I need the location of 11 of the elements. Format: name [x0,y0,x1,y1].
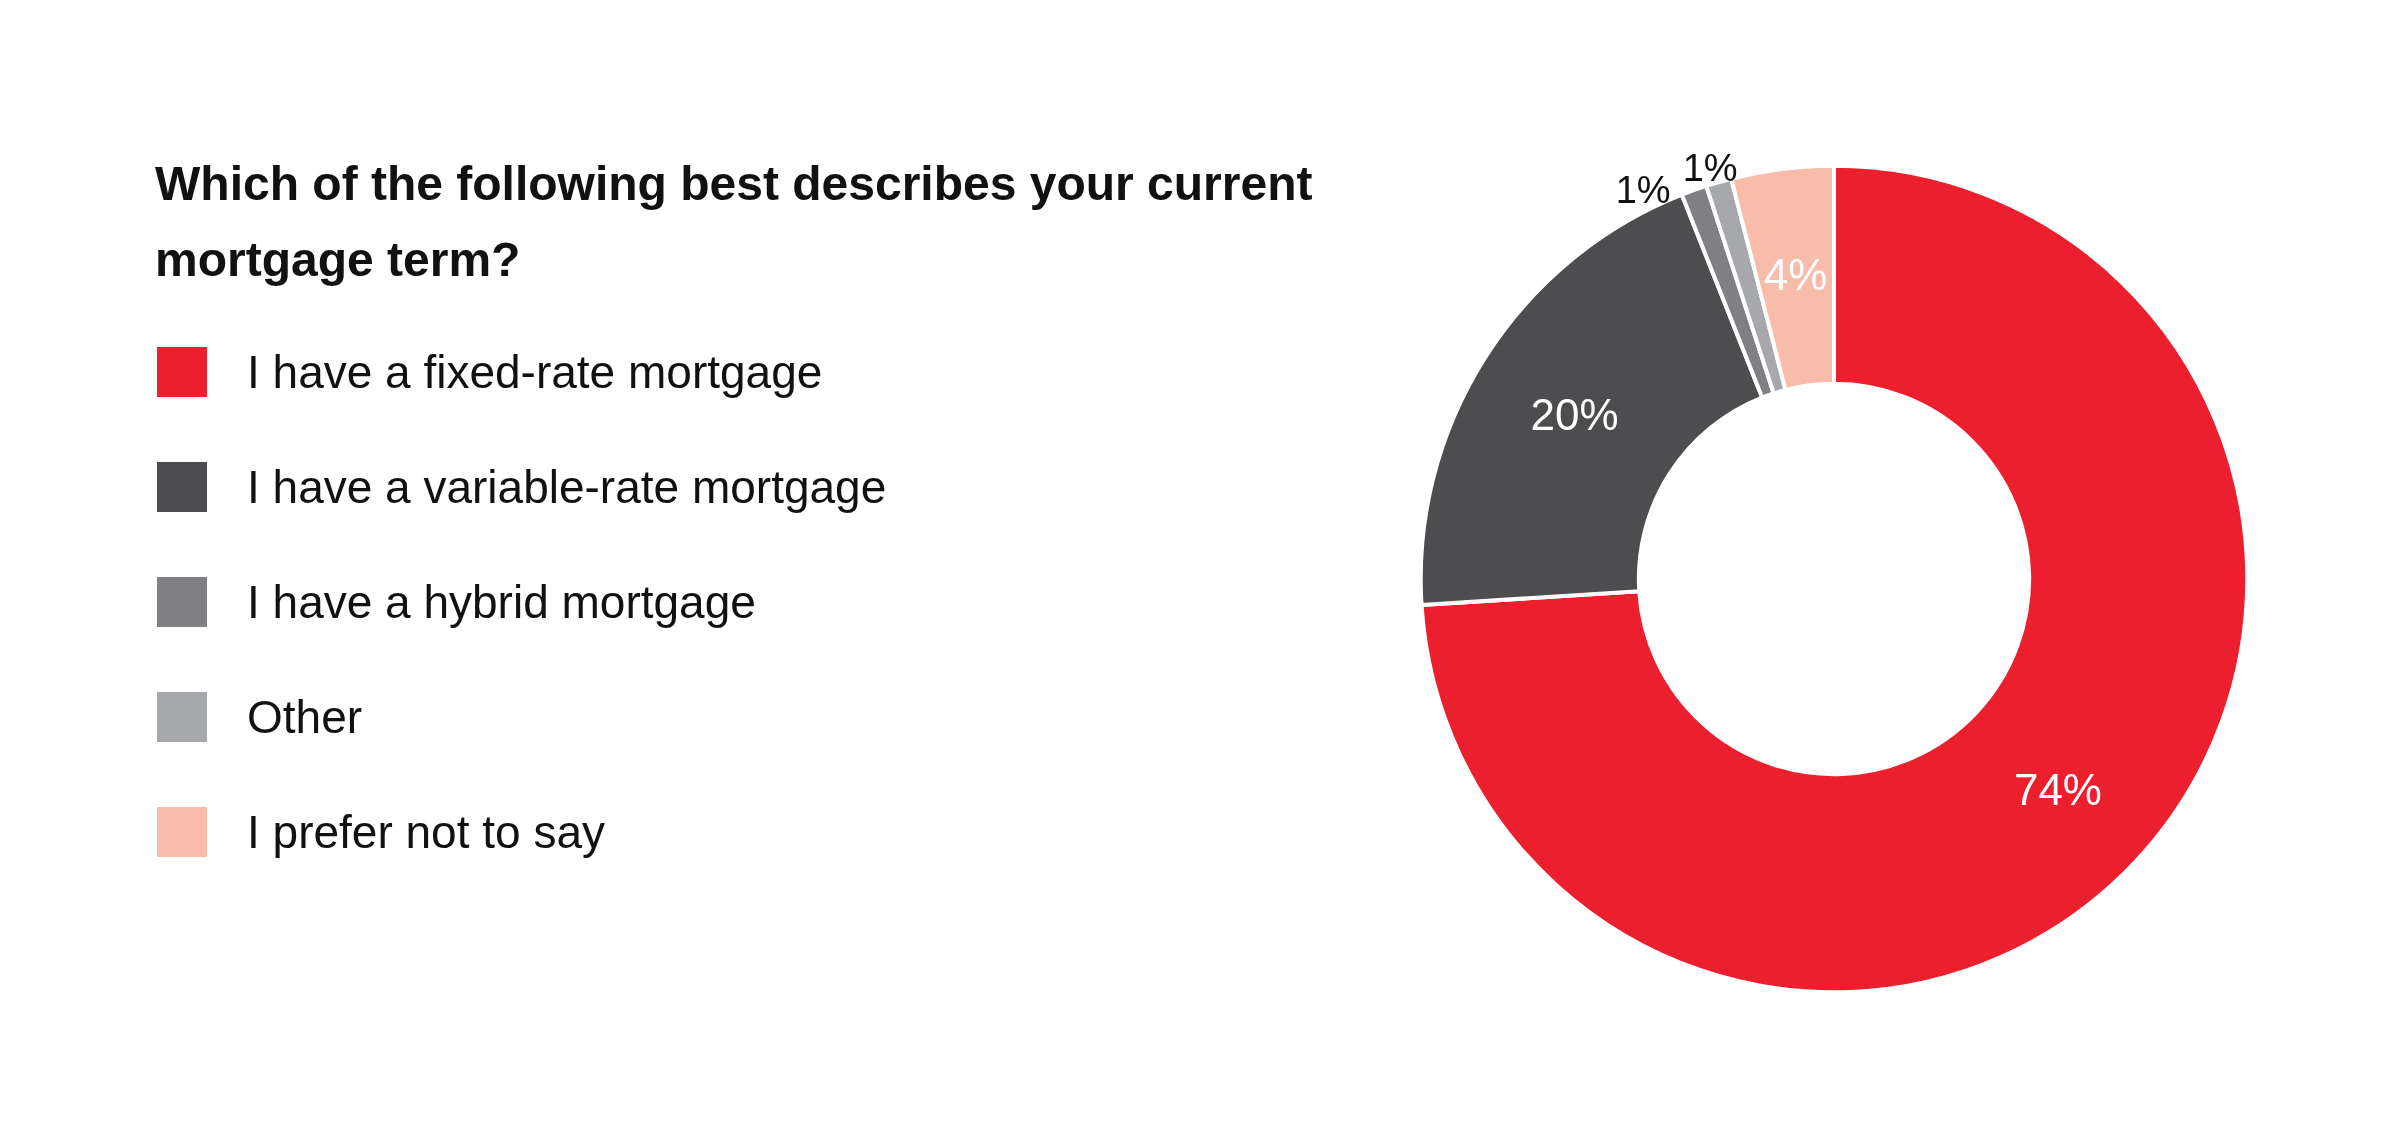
data-label: 4% [1763,249,1828,299]
data-label: 20% [1530,389,1619,439]
legend-label: I prefer not to say [247,806,605,858]
data-label: 1% [1615,169,1671,212]
text: Which of the following best describes your current mortgage term? [155,156,1326,286]
data-label: 74% [2013,764,2102,814]
data-label: 1% [1682,147,1738,190]
legend-label: I have a variable-rate mortgage [247,461,887,513]
legend-label: Other [247,691,363,743]
legend-label: I have a hybrid mortgage [247,576,756,628]
legend-label: I have a fixed-rate mortgage [247,346,823,398]
